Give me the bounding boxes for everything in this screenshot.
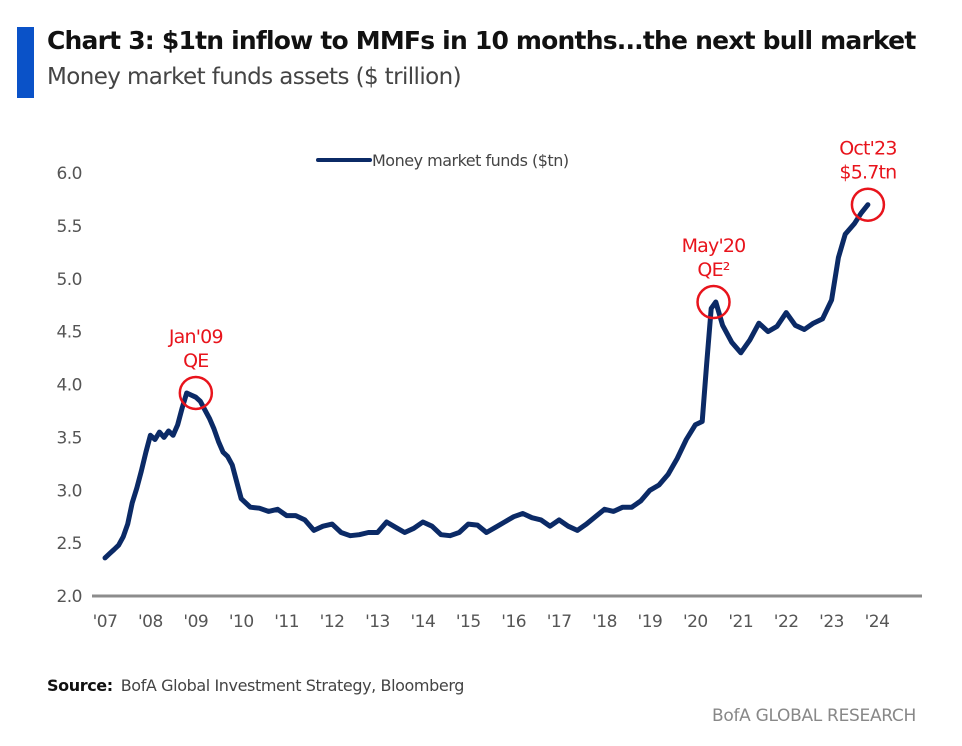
annotation-label: QE² [697, 259, 729, 281]
annotation-label: QE [183, 350, 208, 372]
y-tick-label: 2.5 [56, 534, 82, 554]
y-tick-label: 5.5 [56, 217, 82, 237]
title-accent-bar [17, 27, 34, 98]
series-line-money-market-funds [102, 202, 871, 561]
annotation-circle [850, 187, 886, 222]
y-tick-label: 4.0 [56, 376, 82, 396]
x-tick-label: '22 [774, 612, 799, 632]
source-text: BofA Global Investment Strategy, Bloombe… [120, 676, 465, 695]
annotation-label: $5.7tn [839, 162, 896, 184]
x-tick-label: '10 [229, 612, 254, 632]
chart-subtitle: Money market funds assets ($ trillion) [47, 64, 462, 90]
x-tick-label: '07 [93, 612, 118, 632]
legend: Money market funds ($tn) [316, 151, 569, 170]
annotation-circle [696, 284, 731, 320]
y-tick-label: 3.5 [56, 428, 82, 448]
annotation-circle [178, 375, 214, 411]
annotation-label: Oct'23 [839, 138, 896, 160]
annotation-label: Jan'09 [168, 326, 223, 348]
x-tick-label: '08 [138, 612, 163, 632]
source-note: Source: BofA Global Investment Strategy, … [47, 676, 464, 695]
y-tick-label: 2.0 [56, 587, 82, 607]
source-label: Source: [47, 676, 113, 695]
x-tick-label: '09 [183, 612, 208, 632]
x-tick-label: '20 [683, 612, 708, 632]
annotation-label: May'20 [682, 235, 746, 257]
x-tick-label: '16 [501, 612, 526, 632]
x-tick-label: '17 [547, 612, 572, 632]
x-tick-label: '14 [410, 612, 435, 632]
x-tick-label: '19 [638, 612, 663, 632]
y-tick-label: 5.0 [56, 270, 82, 290]
x-tick-label: '23 [819, 612, 844, 632]
x-tick-label: '11 [274, 612, 299, 632]
y-tick-label: 3.0 [56, 481, 82, 501]
brand-footer: BofA GLOBAL RESEARCH [711, 706, 916, 726]
x-tick-label: '24 [865, 612, 890, 632]
x-tick-label: '18 [592, 612, 617, 632]
x-tick-label: '13 [365, 612, 390, 632]
y-tick-label: 4.5 [56, 323, 82, 343]
x-tick-label: '12 [320, 612, 345, 632]
x-tick-label: '15 [456, 612, 481, 632]
x-tick-label: '21 [728, 612, 753, 632]
chart-title: Chart 3: $1tn inflow to MMFs in 10 month… [47, 26, 916, 55]
x-axis: '07 '08 '09 '10 '11 '12 '13 '14 '15 '16 '17 '18 '19 '… [93, 612, 890, 632]
legend-label: Money market funds ($tn) [372, 151, 569, 170]
y-tick-label: 6.0 [56, 164, 82, 184]
y-axis: 2.0 2.5 3.0 3.5 4.0 4.5 5.0 5.5 6.0 [56, 164, 82, 607]
